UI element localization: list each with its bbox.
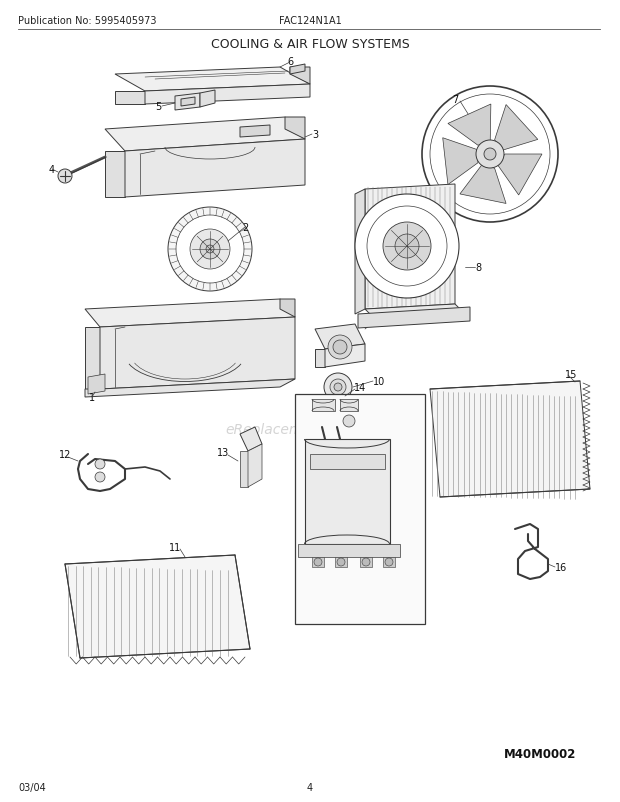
Circle shape <box>355 195 459 298</box>
Polygon shape <box>290 65 305 75</box>
Polygon shape <box>298 545 400 557</box>
Circle shape <box>334 383 342 391</box>
Polygon shape <box>365 305 465 320</box>
Circle shape <box>95 472 105 482</box>
Text: 03/04: 03/04 <box>18 782 46 792</box>
Text: M40M0002: M40M0002 <box>504 747 576 760</box>
Polygon shape <box>200 91 215 107</box>
Polygon shape <box>240 452 248 488</box>
Polygon shape <box>290 68 310 85</box>
Circle shape <box>330 379 346 395</box>
Text: 1: 1 <box>89 392 95 403</box>
Polygon shape <box>495 105 538 152</box>
Circle shape <box>367 207 447 286</box>
Text: eReplacementParts.com: eReplacementParts.com <box>225 423 395 436</box>
Polygon shape <box>85 379 295 398</box>
Polygon shape <box>312 399 335 411</box>
Polygon shape <box>105 118 305 152</box>
Text: 3: 3 <box>312 130 318 140</box>
Polygon shape <box>497 155 542 196</box>
Circle shape <box>362 558 370 566</box>
Circle shape <box>484 149 496 160</box>
Polygon shape <box>358 308 470 329</box>
Polygon shape <box>305 439 390 545</box>
Circle shape <box>58 170 72 184</box>
Polygon shape <box>285 118 305 140</box>
Text: FAC124N1A1: FAC124N1A1 <box>278 16 342 26</box>
Text: 14: 14 <box>354 383 366 392</box>
Polygon shape <box>340 399 358 411</box>
Polygon shape <box>85 300 295 327</box>
Text: COOLING & AIR FLOW SYSTEMS: COOLING & AIR FLOW SYSTEMS <box>211 38 409 51</box>
Polygon shape <box>310 455 385 469</box>
Text: 11: 11 <box>169 542 181 553</box>
Polygon shape <box>145 85 310 105</box>
Bar <box>295 395 425 624</box>
Circle shape <box>385 558 393 566</box>
Polygon shape <box>240 126 270 138</box>
Polygon shape <box>85 327 100 390</box>
Circle shape <box>343 415 355 427</box>
Polygon shape <box>105 152 125 198</box>
Circle shape <box>190 229 230 269</box>
Circle shape <box>328 335 352 359</box>
Polygon shape <box>335 557 347 567</box>
Text: 7: 7 <box>452 95 458 105</box>
Circle shape <box>95 460 105 469</box>
Circle shape <box>333 341 347 354</box>
Polygon shape <box>430 382 590 497</box>
Polygon shape <box>383 557 395 567</box>
Circle shape <box>314 558 322 566</box>
Polygon shape <box>125 140 305 198</box>
Polygon shape <box>312 557 324 567</box>
Polygon shape <box>100 318 295 390</box>
Circle shape <box>395 235 419 259</box>
Text: 4: 4 <box>49 164 55 175</box>
Circle shape <box>337 558 345 566</box>
Polygon shape <box>355 190 365 314</box>
Circle shape <box>476 141 504 168</box>
Polygon shape <box>325 345 365 367</box>
Text: 16: 16 <box>555 562 567 573</box>
Text: 12: 12 <box>59 449 71 460</box>
Text: 5: 5 <box>155 102 161 111</box>
Text: 9: 9 <box>375 317 381 326</box>
Polygon shape <box>88 375 105 395</box>
Polygon shape <box>280 300 295 318</box>
Polygon shape <box>448 105 491 146</box>
Text: 13: 13 <box>217 448 229 457</box>
Circle shape <box>383 223 431 270</box>
Polygon shape <box>115 68 310 92</box>
Circle shape <box>176 216 244 284</box>
Circle shape <box>168 208 252 292</box>
Circle shape <box>422 87 558 223</box>
Text: 8: 8 <box>475 263 481 273</box>
Text: 15: 15 <box>565 370 577 379</box>
Text: 2: 2 <box>242 223 248 233</box>
Circle shape <box>430 95 550 215</box>
Polygon shape <box>315 325 365 350</box>
Polygon shape <box>360 557 372 567</box>
Polygon shape <box>240 427 262 452</box>
Text: Publication No: 5995405973: Publication No: 5995405973 <box>18 16 156 26</box>
Polygon shape <box>443 139 479 185</box>
Text: 10: 10 <box>373 376 385 387</box>
Polygon shape <box>365 184 455 310</box>
Circle shape <box>200 240 220 260</box>
Polygon shape <box>115 92 145 105</box>
Text: 6: 6 <box>287 57 293 67</box>
Polygon shape <box>460 164 506 205</box>
Polygon shape <box>175 94 200 111</box>
Polygon shape <box>65 555 250 658</box>
Text: 4: 4 <box>307 782 313 792</box>
Polygon shape <box>181 98 195 107</box>
Polygon shape <box>315 350 325 367</box>
Circle shape <box>206 245 214 253</box>
Polygon shape <box>248 444 262 488</box>
Circle shape <box>324 374 352 402</box>
